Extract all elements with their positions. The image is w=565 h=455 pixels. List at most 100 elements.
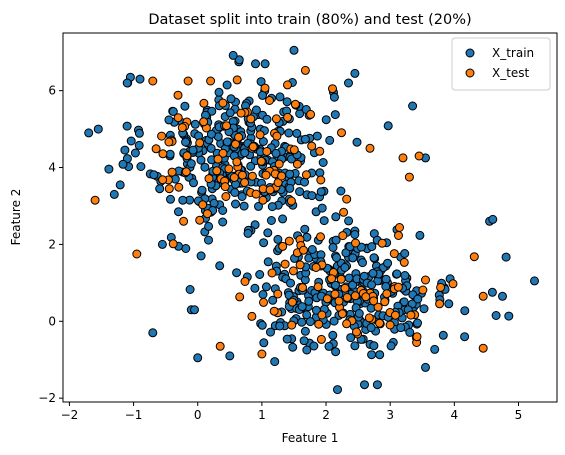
point-x-train-40 xyxy=(231,199,240,209)
point-x-train-660 xyxy=(360,380,369,390)
point-x-test-178 xyxy=(414,151,424,161)
point-x-train-138 xyxy=(178,195,188,205)
point-x-train-600 xyxy=(350,230,360,239)
point-x-train-274 xyxy=(168,107,178,116)
point-x-train-669 xyxy=(174,207,183,217)
point-x-test-156 xyxy=(342,319,352,329)
point-x-train-74 xyxy=(295,187,305,197)
point-x-train-326 xyxy=(149,170,159,180)
point-x-test-17 xyxy=(262,147,272,156)
point-x-train-380 xyxy=(263,257,273,267)
point-x-train-619 xyxy=(430,344,440,354)
point-x-test-27 xyxy=(167,167,177,177)
point-x-test-105 xyxy=(316,232,325,242)
point-x-test-119 xyxy=(373,302,383,312)
y-tick-label: 4 xyxy=(48,161,56,175)
point-x-train-229 xyxy=(251,105,261,115)
point-x-train-540 xyxy=(282,334,292,344)
point-x-train-628 xyxy=(413,294,423,304)
point-x-train-425 xyxy=(250,283,260,293)
point-x-train-437 xyxy=(400,271,410,280)
point-x-test-179 xyxy=(478,291,488,301)
point-x-train-293 xyxy=(330,110,340,120)
point-x-test-111 xyxy=(394,231,403,240)
point-x-train-662 xyxy=(270,357,280,367)
point-x-train-569 xyxy=(307,245,317,254)
point-x-train-620 xyxy=(367,242,377,252)
point-x-test-130 xyxy=(351,238,360,248)
point-x-test-43 xyxy=(221,192,231,201)
point-x-train-641 xyxy=(93,124,103,134)
point-x-test-176 xyxy=(328,84,337,94)
point-x-test-174 xyxy=(206,76,216,86)
point-x-test-151 xyxy=(273,289,283,299)
point-x-test-108 xyxy=(340,283,350,293)
point-x-test-101 xyxy=(317,310,327,320)
point-x-train-280 xyxy=(226,94,236,104)
point-x-test-158 xyxy=(399,257,409,267)
point-x-test-61 xyxy=(232,75,242,85)
point-x-train-601 xyxy=(340,263,350,272)
point-x-train-168 xyxy=(104,164,114,174)
point-x-test-141 xyxy=(322,294,332,304)
point-x-test-55 xyxy=(181,167,191,177)
point-x-train-217 xyxy=(285,169,295,179)
point-x-train-521 xyxy=(331,280,340,290)
point-x-train-494 xyxy=(399,297,409,307)
point-x-test-154 xyxy=(369,296,379,306)
point-x-train-571 xyxy=(288,342,298,352)
point-x-test-46 xyxy=(218,148,228,158)
point-x-train-218 xyxy=(228,50,238,60)
point-x-train-8 xyxy=(282,97,292,107)
point-x-test-115 xyxy=(390,310,400,320)
point-x-test-172 xyxy=(148,76,158,86)
point-x-test-157 xyxy=(311,263,321,272)
point-x-test-99 xyxy=(435,299,445,309)
point-x-train-597 xyxy=(302,345,312,355)
point-x-test-166 xyxy=(377,238,387,248)
point-x-test-159 xyxy=(269,306,279,316)
point-x-train-581 xyxy=(346,333,356,343)
point-x-train-525 xyxy=(261,282,271,292)
point-x-train-246 xyxy=(181,137,191,147)
point-x-train-403 xyxy=(255,270,265,279)
point-x-train-196 xyxy=(196,155,206,165)
point-x-train-663 xyxy=(421,362,430,372)
point-x-train-533 xyxy=(369,253,379,263)
point-x-test-64 xyxy=(195,138,205,148)
point-x-train-614 xyxy=(413,318,422,328)
point-x-train-547 xyxy=(400,249,410,258)
point-x-test-177 xyxy=(398,153,408,163)
point-x-test-132 xyxy=(395,223,404,232)
point-x-test-73 xyxy=(256,156,266,166)
point-x-train-33 xyxy=(278,214,288,224)
point-x-test-97 xyxy=(240,277,250,286)
point-x-test-79 xyxy=(229,173,239,182)
point-x-train-116 xyxy=(275,92,285,102)
point-x-train-322 xyxy=(240,148,250,158)
point-x-test-180 xyxy=(478,343,488,353)
point-x-train-411 xyxy=(381,274,391,284)
point-x-train-453 xyxy=(196,251,206,261)
point-x-train-526 xyxy=(348,280,358,290)
point-x-train-182 xyxy=(300,177,309,187)
point-x-test-81 xyxy=(204,174,214,184)
point-x-train-278 xyxy=(204,221,214,231)
point-x-test-181 xyxy=(257,349,267,359)
point-x-train-201 xyxy=(165,149,175,159)
point-x-test-144 xyxy=(299,245,308,255)
point-x-train-304 xyxy=(207,106,217,116)
point-x-test-90 xyxy=(259,297,268,307)
point-x-train-640 xyxy=(84,128,94,138)
point-x-test-171 xyxy=(132,249,142,259)
point-x-train-207 xyxy=(239,201,249,211)
point-x-test-25 xyxy=(274,159,284,169)
y-tick-label: 2 xyxy=(48,237,56,251)
point-x-train-659 xyxy=(491,311,501,320)
point-x-train-88 xyxy=(180,101,190,111)
point-x-test-65 xyxy=(199,117,209,127)
point-x-train-336 xyxy=(225,108,235,118)
point-x-test-121 xyxy=(287,320,297,330)
point-x-train-147 xyxy=(234,55,244,65)
point-x-train-552 xyxy=(381,282,391,291)
